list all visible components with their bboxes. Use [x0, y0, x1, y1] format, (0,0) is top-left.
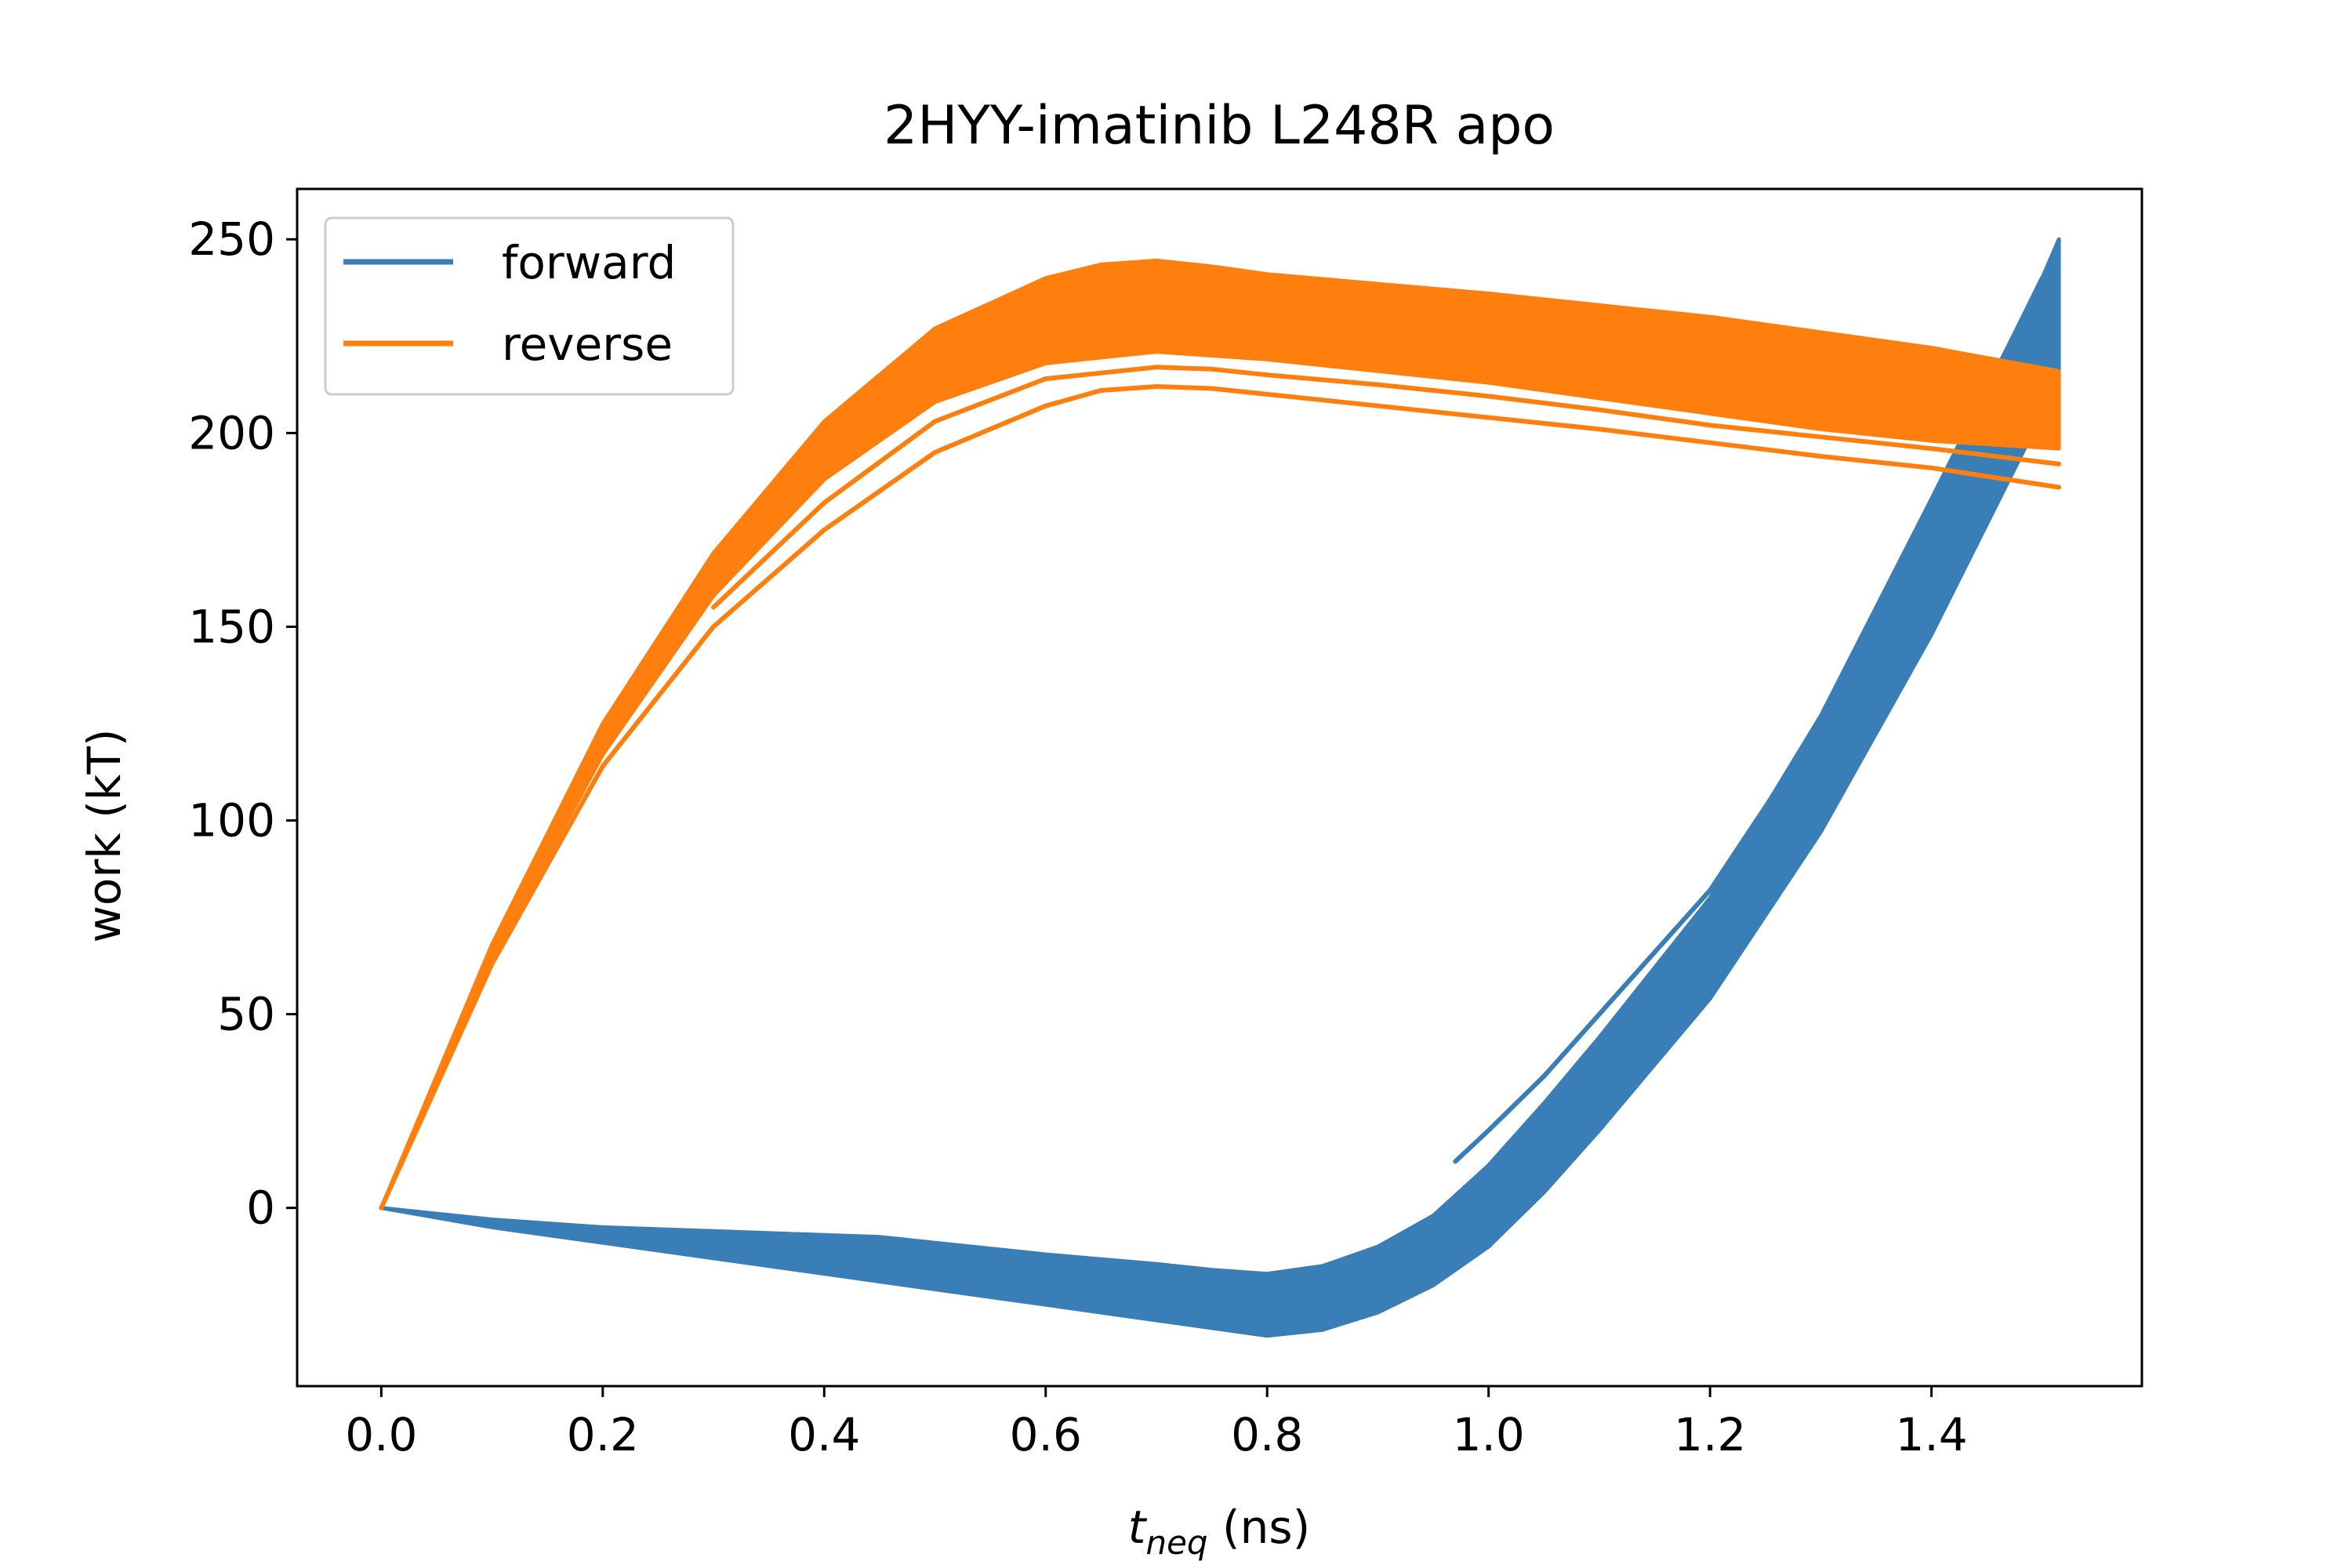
forward-trace-1: [1453, 275, 2045, 1164]
x-tick-label: 0.2: [567, 1408, 639, 1461]
reverse-trace-1: [379, 384, 2062, 1210]
y-tick-label: 250: [188, 212, 275, 266]
legend-label-forward: forward: [502, 236, 676, 289]
forward-trajectory-band: [379, 237, 2061, 1338]
legend: forward reverse: [324, 216, 735, 396]
series-reverse: [379, 258, 2062, 1210]
x-tick-label: 1.0: [1453, 1408, 1525, 1461]
y-axis: 0 50 100 150 200 250: [188, 212, 297, 1235]
y-axis-label: work (kT): [78, 728, 131, 942]
x-tick-label: 1.4: [1896, 1408, 1968, 1461]
x-axis-label: tneq (ns): [1128, 1501, 1311, 1562]
x-tick-label: 0.0: [345, 1408, 417, 1461]
y-tick-label: 50: [217, 988, 275, 1041]
plot-area: [379, 237, 2062, 1338]
x-axis-label-symbol: t: [1128, 1501, 1148, 1554]
reverse-trajectory-band: [379, 258, 2061, 1210]
x-axis: 0.0 0.2 0.4 0.6 0.8 1.0 1.2 1.4: [345, 1386, 1968, 1461]
chart-title: 2HYY-imatinib L248R apo: [884, 95, 1555, 157]
x-tick-label: 0.8: [1231, 1408, 1303, 1461]
y-tick-label: 100: [188, 794, 275, 848]
x-tick-label: 0.4: [788, 1408, 860, 1461]
y-tick-label: 150: [188, 600, 275, 653]
x-tick-label: 1.2: [1674, 1408, 1746, 1461]
reverse-trace-2: [711, 365, 2062, 610]
y-tick-label: 200: [188, 406, 275, 459]
legend-label-reverse: reverse: [502, 318, 673, 371]
y-tick-label: 0: [246, 1181, 275, 1235]
x-tick-label: 0.6: [1010, 1408, 1082, 1461]
x-axis-label-subscript: neq: [1145, 1523, 1207, 1562]
series-forward: [379, 237, 2061, 1338]
x-axis-label-units: (ns): [1208, 1501, 1311, 1554]
axes-frame: [296, 187, 2143, 1388]
